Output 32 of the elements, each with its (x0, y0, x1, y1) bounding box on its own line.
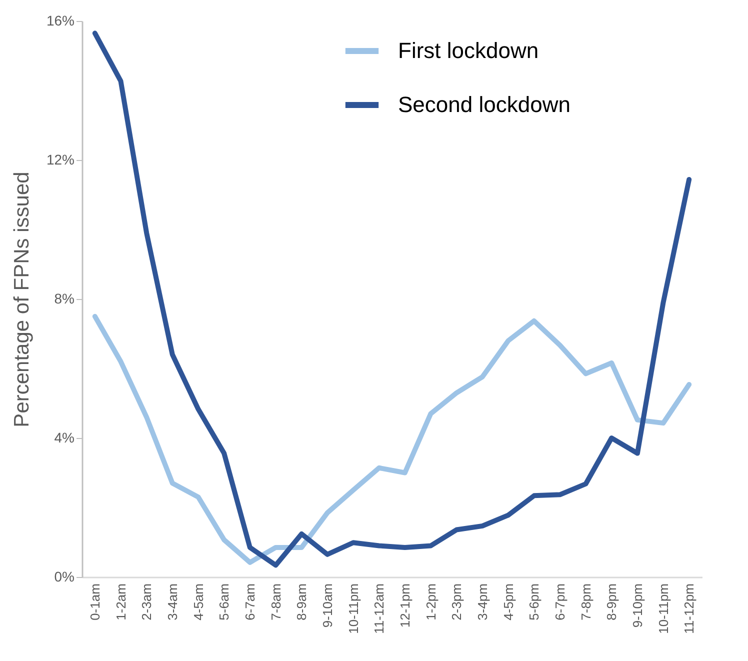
x-tick-label: 4-5pm (500, 584, 516, 620)
x-tick-label: 11-12am (372, 584, 387, 634)
x-tick-label: 6-7pm (552, 584, 568, 620)
x-tick-label: 3-4am (164, 584, 180, 620)
y-axis-title: Percentage of FPNs issued (10, 172, 34, 428)
x-tick-label: 4-5am (190, 584, 206, 620)
x-tick-label: 8-9am (294, 584, 310, 620)
x-tick-label: 5-6am (216, 584, 232, 620)
x-tick-label: 2-3pm (449, 584, 464, 620)
x-tick-label: 6-7am (242, 584, 258, 620)
y-tick-label: 4% (54, 430, 74, 446)
x-tick-label: 1-2pm (423, 584, 438, 620)
x-tick-label: 2-3am (139, 584, 154, 620)
x-tick-label: 5-6pm (526, 584, 542, 620)
x-tick-label: 8-9pm (604, 584, 620, 620)
x-tick-label: 11-12pm (682, 584, 697, 634)
y-tick-label: 16% (46, 12, 74, 28)
x-tick-label: 9-10pm (630, 584, 645, 628)
y-tick-label: 12% (46, 152, 74, 168)
legend-label: Second lockdown (398, 92, 570, 117)
x-tick-label: 3-4pm (474, 584, 490, 620)
x-tick-label: 7-8pm (578, 584, 594, 620)
x-tick-label: 12-1pm (397, 584, 412, 628)
x-tick-label: 10-11pm (346, 584, 361, 634)
x-tick-label: 0-1am (87, 584, 102, 620)
x-tick-label: 9-10am (320, 584, 335, 628)
x-tick-label: 1-2am (113, 584, 128, 620)
x-tick-label: 7-8am (268, 584, 284, 620)
y-tick-label: 8% (54, 290, 74, 306)
legend-label: First lockdown (398, 38, 539, 63)
x-tick-label: 10-11pm (656, 584, 671, 634)
y-tick-label: 0% (54, 568, 74, 584)
